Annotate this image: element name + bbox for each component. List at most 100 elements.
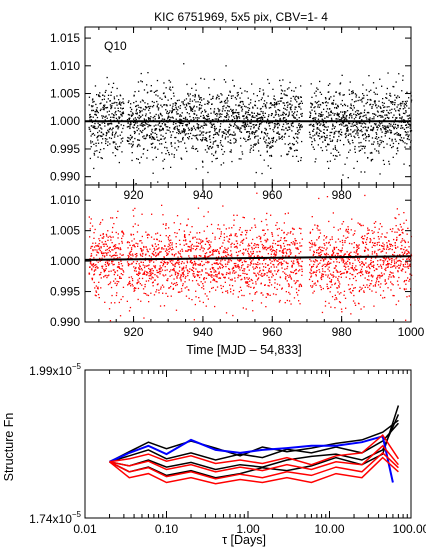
- data-point: [164, 137, 166, 139]
- data-point: [240, 259, 242, 261]
- data-point: [272, 274, 274, 277]
- data-point: [267, 239, 269, 241]
- data-point: [354, 302, 356, 304]
- data-point: [165, 224, 167, 226]
- data-point: [196, 241, 198, 244]
- data-point: [373, 118, 375, 120]
- data-point: [90, 253, 93, 255]
- data-point: [332, 254, 334, 257]
- data-point: [142, 261, 144, 264]
- data-point: [115, 231, 117, 234]
- data-point: [148, 267, 150, 270]
- data-point: [173, 95, 175, 97]
- data-point: [318, 135, 320, 137]
- data-point: [162, 129, 164, 131]
- data-point: [159, 267, 161, 269]
- data-point: [399, 114, 401, 116]
- data-point: [93, 152, 95, 155]
- data-point: [152, 270, 154, 272]
- data-point: [373, 237, 375, 240]
- data-point: [181, 122, 183, 124]
- data-point: [98, 94, 100, 96]
- data-point: [366, 129, 368, 131]
- data-point: [170, 166, 172, 168]
- data-point: [320, 277, 322, 279]
- data-point: [353, 101, 356, 103]
- data-point: [352, 277, 355, 280]
- data-point: [269, 294, 271, 296]
- data-point: [179, 253, 181, 255]
- data-point: [250, 118, 252, 121]
- data-point: [121, 242, 123, 244]
- data-point: [166, 112, 168, 114]
- data-point: [234, 235, 236, 237]
- data-point: [248, 286, 250, 288]
- data-point: [92, 266, 94, 268]
- data-point: [357, 245, 359, 247]
- data-point: [246, 115, 248, 118]
- data-point: [150, 90, 153, 92]
- data-point: [224, 259, 226, 261]
- data-point: [112, 264, 114, 266]
- data-point: [257, 272, 259, 274]
- data-point: [117, 274, 119, 276]
- data-point: [209, 93, 211, 96]
- data-point: [231, 109, 233, 112]
- data-point: [263, 100, 266, 102]
- data-point: [146, 149, 149, 151]
- data-point: [152, 281, 154, 283]
- data-point: [203, 98, 205, 100]
- data-point: [355, 279, 357, 282]
- data-point: [233, 123, 236, 125]
- data-point: [191, 87, 193, 89]
- data-point: [105, 115, 107, 117]
- data-point: [387, 131, 389, 133]
- data-point: [178, 261, 180, 263]
- data-point: [201, 125, 203, 127]
- data-point: [215, 150, 217, 152]
- data-point: [327, 242, 330, 244]
- data-point: [374, 124, 377, 126]
- data-point: [208, 274, 210, 276]
- data-point: [129, 127, 131, 130]
- data-point: [286, 267, 288, 270]
- data-point: [272, 246, 274, 249]
- data-point: [118, 267, 121, 270]
- data-point: [249, 114, 251, 116]
- data-point: [131, 108, 133, 111]
- data-point: [346, 271, 348, 274]
- data-point: [147, 272, 149, 274]
- data-point: [164, 262, 167, 264]
- data-point: [105, 261, 107, 263]
- data-point: [197, 207, 200, 209]
- data-point: [207, 248, 209, 250]
- data-point: [300, 157, 302, 159]
- data-point: [392, 276, 395, 278]
- data-point: [119, 116, 121, 118]
- data-point: [273, 266, 275, 268]
- data-point: [318, 106, 321, 108]
- data-point: [289, 107, 291, 109]
- data-point: [359, 113, 361, 115]
- data-point: [371, 251, 374, 253]
- data-point: [368, 122, 371, 124]
- data-point: [213, 269, 215, 271]
- data-point: [98, 281, 100, 283]
- data-point: [218, 109, 220, 111]
- data-point: [347, 177, 349, 179]
- data-point: [137, 224, 139, 226]
- data-point: [237, 264, 239, 266]
- data-point: [396, 280, 399, 282]
- data-point: [111, 102, 113, 105]
- data-point: [161, 98, 163, 100]
- data-point: [232, 95, 234, 97]
- data-point: [316, 251, 318, 254]
- data-point: [355, 265, 357, 267]
- data-point: [215, 280, 217, 283]
- data-point: [365, 257, 367, 260]
- data-point: [275, 293, 277, 296]
- data-point: [221, 291, 224, 294]
- data-point: [219, 266, 221, 268]
- data-point: [312, 130, 314, 132]
- data-point: [139, 124, 141, 126]
